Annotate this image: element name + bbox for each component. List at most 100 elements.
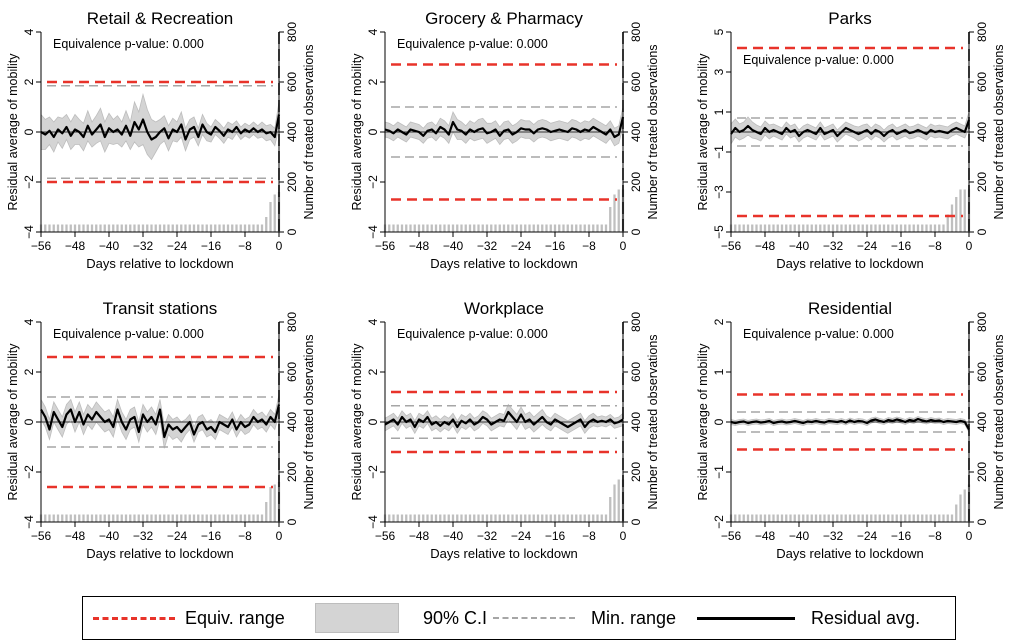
treated-observations-bar <box>481 224 484 232</box>
treated-observations-bar <box>65 514 68 522</box>
treated-observations-bar <box>870 224 873 232</box>
y2-axis-label: Number of treated observations <box>646 44 660 219</box>
x-axis-label: Days relative to lockdown <box>430 256 577 271</box>
y-tick-label: 3 <box>712 68 726 75</box>
treated-observations-bar <box>163 224 166 232</box>
treated-observations-bar <box>772 224 775 232</box>
treated-observations-bar <box>831 514 835 522</box>
panel-grid: Retail & Recreation−56 −48 −40 −32 −24 −16 −8 0… <box>6 9 1006 561</box>
treated-observations-bar <box>107 224 111 232</box>
y2-axis-label: Number of treated observations <box>992 334 1006 509</box>
treated-observations-bar <box>848 514 852 522</box>
treated-observations-bar <box>56 514 60 522</box>
treated-observations-bar <box>596 224 599 232</box>
treated-observations-bar <box>146 224 149 232</box>
treated-observations-bar <box>116 224 119 232</box>
treated-observations-bar <box>904 514 907 522</box>
treated-observations-bar <box>73 514 77 522</box>
y-tick-label: 0 <box>22 128 36 135</box>
y-tick-label: −2 <box>366 465 380 479</box>
treated-observations-bar <box>959 189 962 232</box>
treated-observations-bar <box>785 224 788 232</box>
treated-observations-bar <box>192 514 196 522</box>
treated-observations-bar <box>921 224 924 232</box>
y-tick-label: −2 <box>712 515 726 529</box>
treated-observations-bar <box>260 514 264 522</box>
treated-observations-bar <box>600 514 603 522</box>
treated-observations-bar <box>942 224 945 232</box>
treated-observations-bar <box>609 497 612 522</box>
treated-observations-bar <box>891 514 894 522</box>
treated-observations-bar <box>269 487 272 522</box>
equivalence-p-value: Equivalence p-value: 0.000 <box>743 327 894 341</box>
equivalence-p-value: Equivalence p-value: 0.000 <box>53 327 204 341</box>
treated-observations-bar <box>129 224 132 232</box>
treated-observations-bar <box>99 224 102 232</box>
treated-observations-bar <box>502 224 506 232</box>
treated-observations-bar <box>921 514 924 522</box>
y-tick-label: 1 <box>712 368 726 375</box>
residual-avg-line <box>40 114 281 141</box>
treated-observations-bar <box>882 514 886 522</box>
treated-observations-bar <box>214 224 217 232</box>
treated-observations-bar <box>265 502 268 522</box>
treated-observations-bar <box>400 224 404 232</box>
treated-observations-bar <box>243 224 247 232</box>
treated-observations-bar <box>874 224 877 232</box>
treated-observations-bar <box>95 224 98 232</box>
treated-observations-bar <box>392 514 395 522</box>
treated-observations-bar <box>494 224 497 232</box>
treated-observations-bar <box>82 224 85 232</box>
y2-tick-label: 400 <box>629 122 643 142</box>
treated-observations-bar <box>887 224 890 232</box>
treated-observations-bar <box>243 514 247 522</box>
legend-label: 90% C.I <box>423 607 488 628</box>
treated-observations-bar <box>776 224 779 232</box>
treated-observations-bar <box>899 514 903 522</box>
treated-observations-bar <box>789 224 792 232</box>
x-tick-label: −40 <box>443 239 464 253</box>
treated-observations-bar <box>175 224 179 232</box>
treated-observations-bar <box>592 224 595 232</box>
x-tick-label: −32 <box>823 529 844 543</box>
treated-observations-bar <box>137 514 140 522</box>
y-axis-label: Residual average of mobility <box>696 343 710 501</box>
treated-observations-bar <box>192 224 196 232</box>
treated-observations-bar <box>82 514 85 522</box>
legend-swatch-residual <box>697 616 795 620</box>
treated-observations-bar <box>430 224 433 232</box>
treated-observations-bar <box>235 514 238 522</box>
x-tick-label: −40 <box>99 529 120 543</box>
treated-observations-bar <box>950 204 954 232</box>
y2-tick-label: 800 <box>285 312 299 332</box>
equivalence-p-value: Equivalence p-value: 0.000 <box>743 53 894 67</box>
treated-observations-bar <box>477 514 480 522</box>
treated-observations-bar <box>120 514 123 522</box>
treated-observations-bar <box>891 224 894 232</box>
treated-observations-bar <box>613 484 616 522</box>
treated-observations-bar <box>154 224 157 232</box>
treated-observations-bar <box>827 514 830 522</box>
y-tick-label: −5 <box>712 225 726 239</box>
treated-observations-bar <box>90 224 94 232</box>
y2-tick-label: 800 <box>629 312 643 332</box>
legend-item-equiv-range: Equiv. range <box>93 597 285 639</box>
treated-observations-bar <box>120 224 123 232</box>
treated-observations-bar <box>409 224 412 232</box>
treated-observations-bar <box>180 514 183 522</box>
treated-observations-bar <box>515 224 518 232</box>
y-tick-label: 5 <box>712 28 726 35</box>
treated-observations-bar <box>946 514 949 522</box>
x-tick-label: −8 <box>238 529 252 543</box>
treated-observations-bar <box>587 224 591 232</box>
treated-observations-bar <box>426 514 429 522</box>
treated-observations-bar <box>388 224 391 232</box>
x-tick-label: −8 <box>928 529 942 543</box>
y2-tick-label: 400 <box>285 412 299 432</box>
x-tick-label: −56 <box>31 239 52 253</box>
treated-observations-bar <box>197 224 200 232</box>
treated-observations-bar <box>511 514 514 522</box>
legend-item-min-range: Min. range <box>493 597 676 639</box>
treated-observations-bar <box>596 514 599 522</box>
